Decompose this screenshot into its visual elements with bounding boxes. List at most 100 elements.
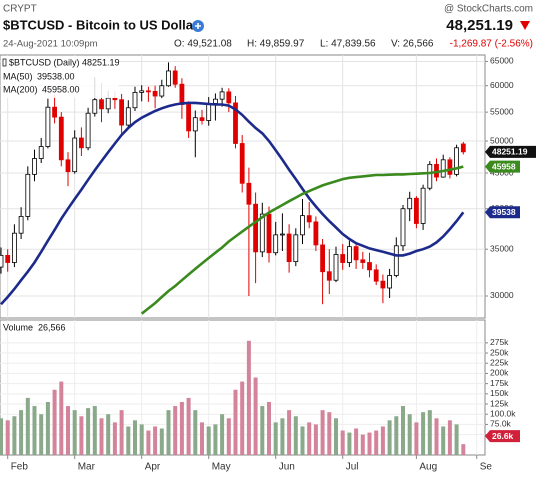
badge-bg: [485, 206, 520, 219]
volume-bar: [92, 406, 97, 455]
candle-body: [353, 246, 359, 261]
change: -1,269.87 (-2.56%): [450, 39, 533, 50]
candle-body: [313, 221, 319, 246]
volume-legend-value: 26,566: [38, 322, 66, 332]
candle-body: [192, 117, 198, 132]
x-tick-label: Mar: [78, 462, 96, 473]
volume-bar: [119, 410, 124, 455]
candle-body: [212, 98, 218, 104]
volume-bar: [126, 426, 131, 455]
ma-line: [140, 165, 464, 315]
candle-body: [125, 107, 131, 126]
candle-body: [38, 146, 44, 159]
volume-bar: [173, 406, 178, 455]
volume-bar: [454, 424, 459, 455]
volume-bar: [461, 444, 466, 455]
candle-body: [380, 280, 386, 289]
candle-body: [259, 213, 265, 253]
volume-bar: [280, 418, 285, 455]
exchange: CRYPT: [3, 4, 37, 15]
candle-body: [206, 103, 212, 121]
candle-body: [413, 197, 419, 224]
y-tick-label: 55000: [490, 106, 514, 116]
volume-bar: [186, 397, 191, 455]
badge-label: 45958: [492, 161, 516, 171]
volume-bar: [112, 422, 117, 455]
candle-body: [0, 254, 4, 268]
volume-bar: [447, 420, 452, 455]
volume-bar: [360, 434, 365, 455]
candle-body: [306, 215, 312, 223]
volume-bar: [226, 418, 231, 455]
volume-bar: [246, 340, 251, 455]
candle-body: [18, 216, 24, 234]
ohlc-open: O: 49,521.08: [174, 39, 232, 50]
volume-bar: [146, 430, 151, 455]
volume-bar: [25, 397, 30, 455]
volume-bar: [260, 406, 265, 455]
candle-body: [273, 234, 279, 254]
candle-body: [92, 99, 98, 114]
candle-body: [427, 163, 433, 189]
candle-body: [246, 182, 252, 205]
candle-body: [199, 117, 205, 121]
volume-bar: [166, 410, 171, 455]
candle-body: [132, 91, 138, 109]
volume-bar: [213, 424, 218, 455]
ohlc-low: L: 47,839.56: [320, 39, 376, 50]
y-tick-label: 100.0k: [490, 408, 516, 418]
x-tick-label: Jun: [279, 462, 295, 473]
volume-bar: [133, 420, 137, 455]
volume-bar: [200, 422, 204, 455]
y-tick-label: 150k: [490, 388, 509, 398]
volume-bar: [287, 410, 292, 455]
candle-body: [340, 254, 346, 263]
ohlc-volume: V: 26,566: [391, 39, 434, 50]
volume-bar: [293, 416, 298, 455]
legend-value: 45958.00: [42, 84, 80, 94]
candle-body: [447, 159, 453, 175]
y-tick-label: 60000: [490, 80, 514, 90]
legend-price: $BTCUSD (Daily) 48251.19: [9, 57, 120, 67]
y-tick-label: 30000: [490, 290, 514, 300]
legend-name: MA(200): [3, 84, 38, 94]
y-tick-label: 75.0k: [490, 419, 512, 429]
title: $BTCUSD - Bitcoin to US Dollar: [3, 17, 198, 32]
candle-body: [79, 137, 84, 149]
candle-body: [393, 245, 399, 276]
candle-body: [145, 90, 151, 93]
candle-body: [279, 233, 285, 236]
candle-body: [186, 104, 192, 132]
volume-bar: [72, 410, 77, 455]
x-tick-label: Se: [480, 462, 493, 473]
badge-bg: [485, 430, 520, 443]
source: @ StockCharts.com: [444, 4, 533, 15]
volume-bar: [374, 430, 379, 455]
candle-body: [286, 233, 292, 263]
volume-bar: [153, 426, 158, 455]
volume-bar: [394, 416, 399, 455]
ohlc-high: H: 49,859.97: [247, 39, 305, 50]
candle-body: [65, 159, 71, 173]
volume-bar: [99, 418, 104, 455]
volume-bar: [193, 410, 198, 455]
candle-body: [360, 259, 366, 263]
candle-body: [300, 215, 305, 236]
x-tick-label: Feb: [11, 462, 29, 473]
candle-body: [25, 173, 31, 217]
volume-bar: [327, 412, 332, 455]
legend-swatch: [2, 58, 7, 67]
down-arrow: [520, 21, 530, 30]
volume-bar: [233, 389, 238, 455]
candle-body: [85, 112, 91, 149]
candle-body: [320, 244, 326, 273]
candle-body: [5, 254, 11, 263]
volume-bar: [441, 426, 446, 455]
datetime: 24-Aug-2021 10:09pm: [3, 39, 98, 50]
volume-bar: [159, 428, 164, 455]
candle-body: [119, 99, 124, 126]
volume-bar: [253, 377, 258, 455]
volume-bar: [79, 416, 84, 455]
badge-bg: [485, 145, 536, 158]
